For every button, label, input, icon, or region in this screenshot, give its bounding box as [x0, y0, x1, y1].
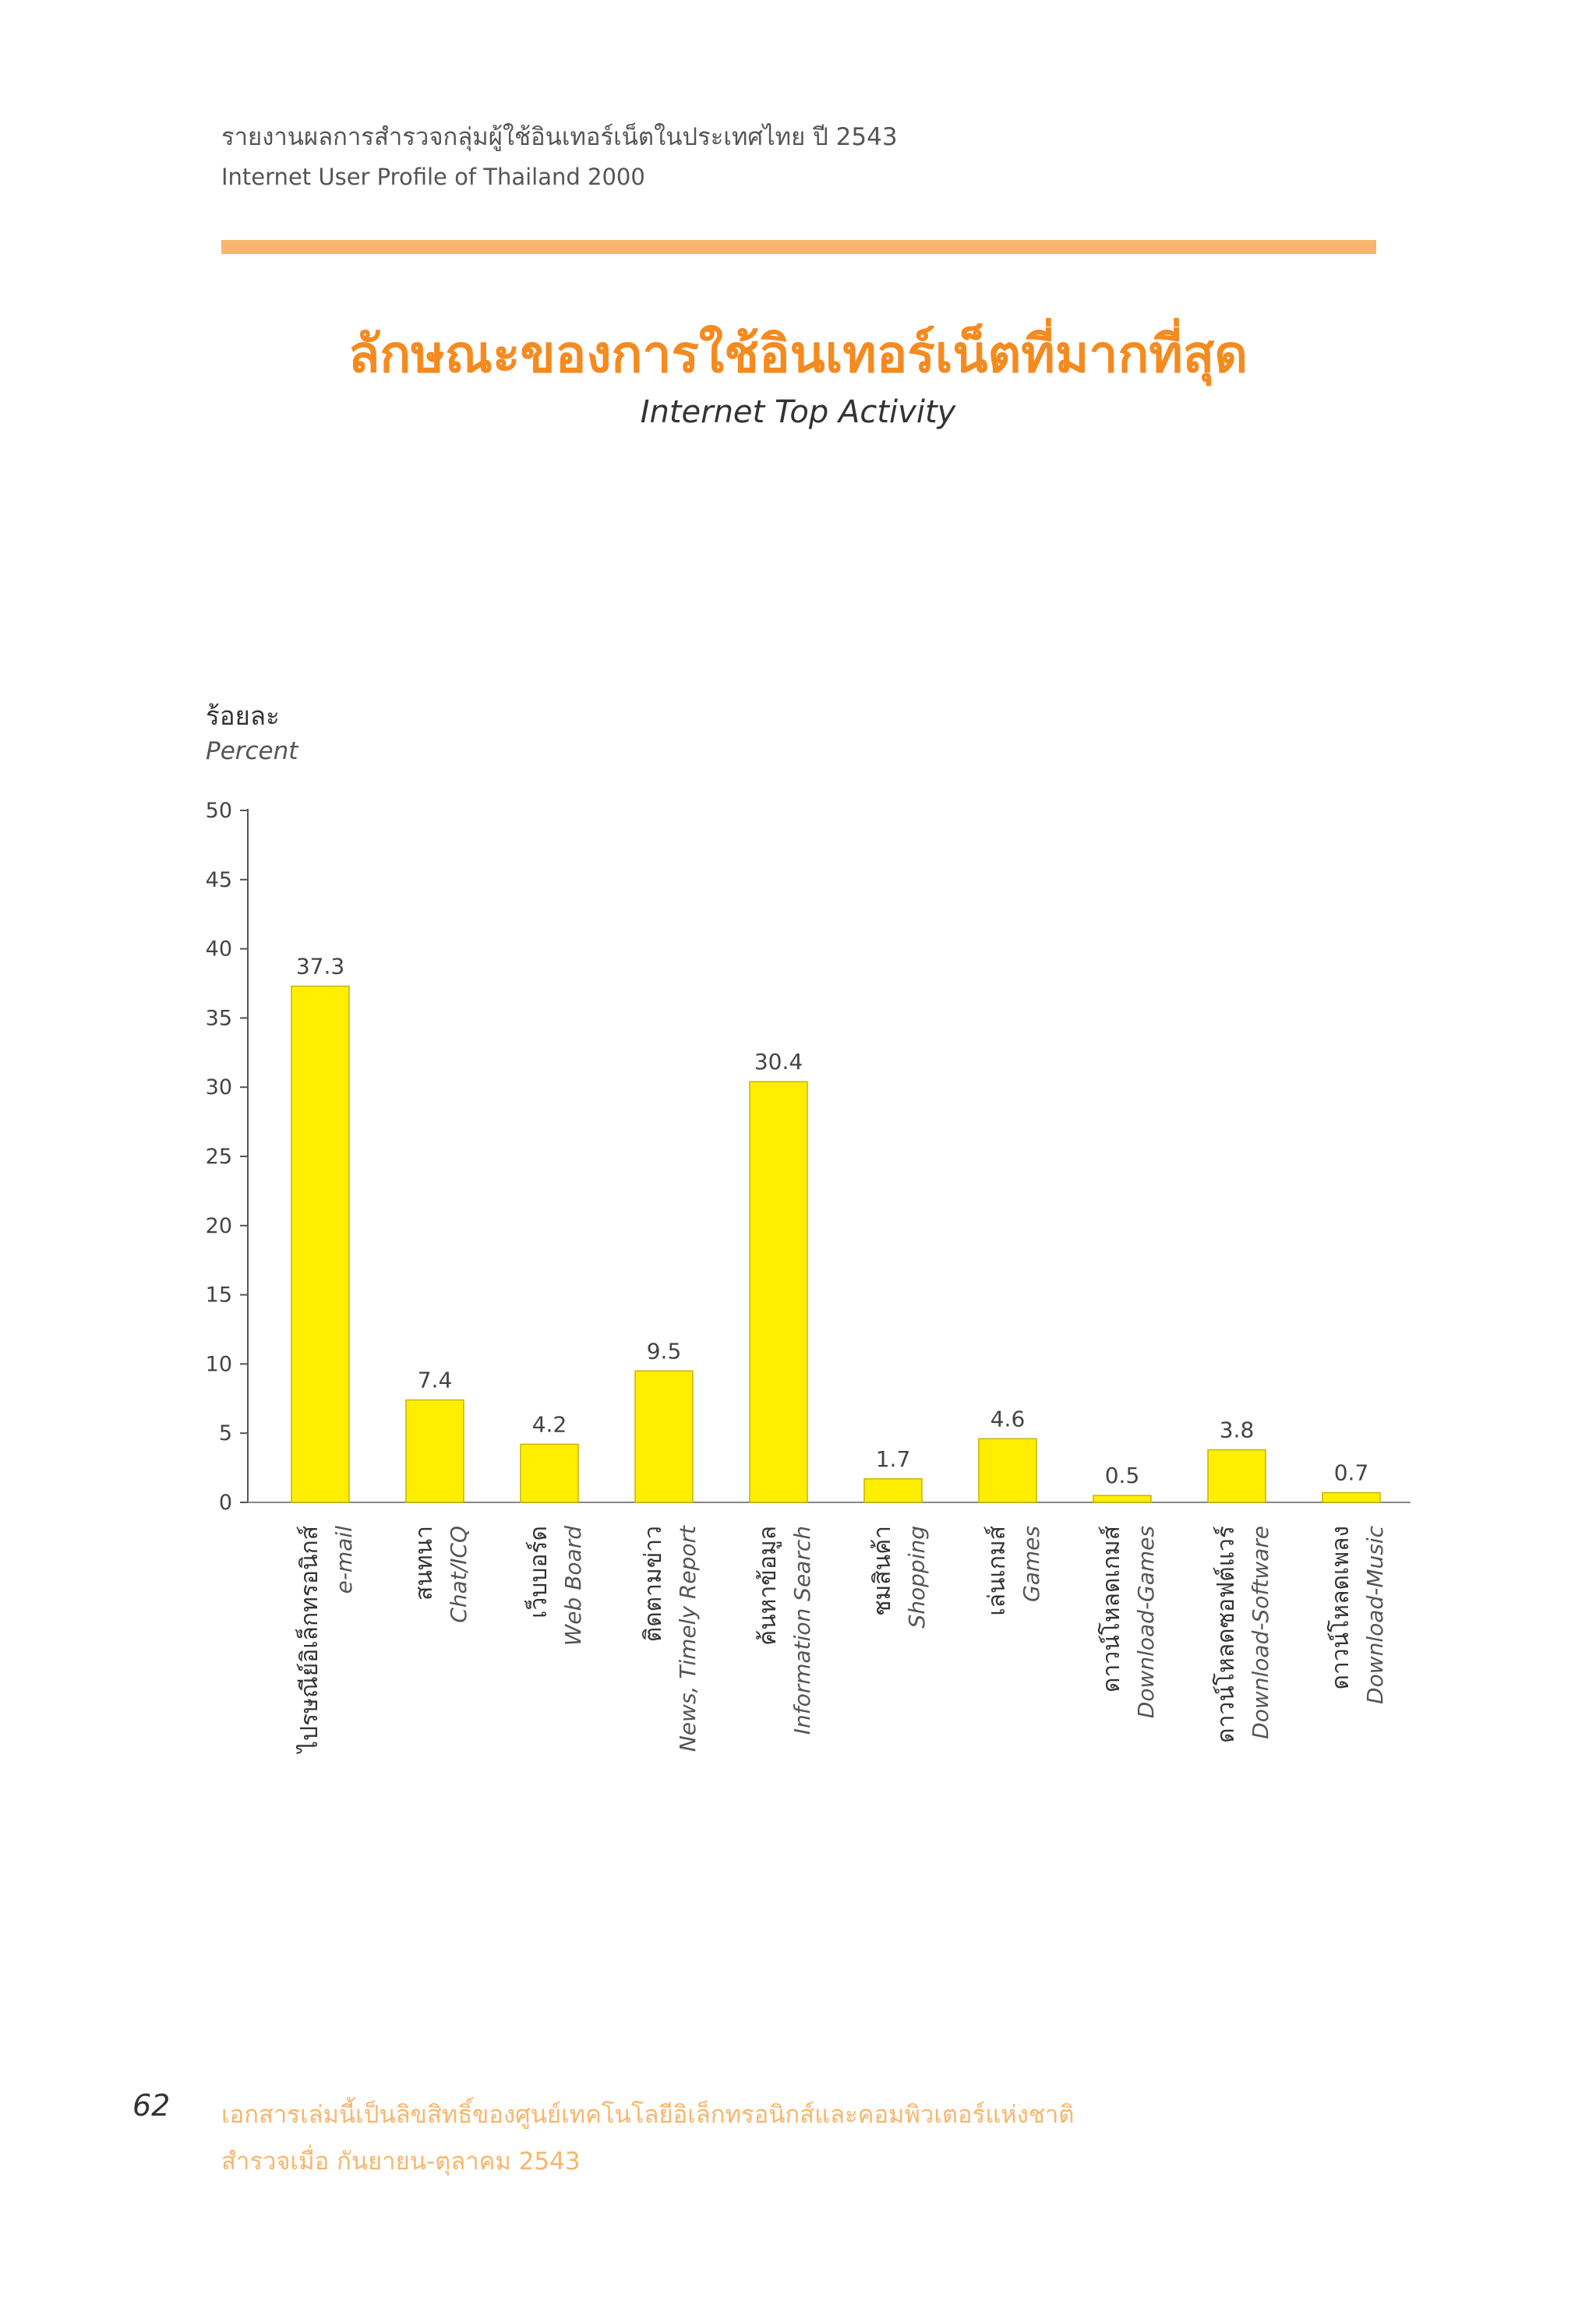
bar: [863, 1478, 923, 1503]
x-category-label-thai: เล่นเกมส์: [983, 1526, 1011, 1616]
data-label: 37.3: [296, 954, 344, 980]
y-axis-label-english: Percent: [206, 737, 298, 765]
data-label: 4.2: [532, 1411, 567, 1437]
header-title-english: Internet User Profile of Thailand 2000: [221, 164, 645, 190]
x-category-label-thai: สนทนา: [411, 1526, 438, 1601]
y-tick-label: 0: [219, 1491, 232, 1515]
y-tick-label: 30: [206, 1075, 232, 1100]
x-category-label-thai: ค้นหาข้อมูล: [754, 1526, 782, 1646]
y-axis-label-thai: ร้อยละ: [206, 701, 280, 731]
x-category-label-english: Web Board: [560, 1526, 586, 1647]
y-tick-label: 10: [206, 1352, 232, 1376]
x-category-label-english: Download-Software: [1248, 1526, 1273, 1739]
y-tick-label: 50: [206, 799, 232, 823]
bar: [291, 985, 350, 1503]
footer-survey-date: สำรวจเมื่อ กันยายน-ตุลาคม 2543: [221, 2148, 581, 2176]
footer-copyright: เอกสารเล่มนี้เป็นลิขสิทธิ์ของศูนย์เทคโนโ…: [221, 2101, 1075, 2129]
bar: [405, 1399, 464, 1503]
x-category-label-english: Download-Games: [1133, 1526, 1159, 1718]
y-tick-label: 35: [206, 1006, 232, 1030]
bar: [634, 1370, 694, 1503]
x-category-label-english: Shopping: [904, 1526, 930, 1629]
bar: [749, 1081, 808, 1503]
page-number: 62: [132, 2088, 171, 2123]
data-label: 3.8: [1220, 1417, 1255, 1443]
x-category-label-english: News, Timely Report: [675, 1525, 701, 1752]
y-tick-label: 25: [206, 1145, 232, 1169]
x-category-label-thai: ดาวน์โหลดเพลง: [1326, 1526, 1354, 1690]
bar: [978, 1438, 1037, 1503]
data-label: 0.5: [1105, 1463, 1140, 1488]
y-tick-label: 20: [206, 1214, 232, 1238]
x-category-label-thai: ดาวน์โหลดซอฟต์แวร์: [1212, 1526, 1240, 1743]
x-category-label-english: e-mail: [331, 1526, 357, 1594]
data-label: 1.7: [876, 1446, 911, 1472]
x-category-label-english: Games: [1019, 1526, 1044, 1602]
bar: [1093, 1495, 1152, 1503]
y-tick-label: 45: [206, 868, 232, 892]
data-label: 7.4: [418, 1368, 453, 1393]
data-label: 9.5: [647, 1338, 682, 1364]
header-divider: [221, 240, 1376, 254]
bar: [1322, 1491, 1381, 1503]
y-tick-label: 40: [206, 937, 232, 962]
chart-title-thai: ลักษณะของการใช้อินเทอร์เน็ตที่มากที่สุด: [348, 324, 1248, 384]
data-label: 0.7: [1334, 1460, 1369, 1486]
x-category-label-english: Information Search: [789, 1526, 815, 1735]
x-category-label-thai: เว็บบอร์ด: [524, 1526, 553, 1618]
x-category-label-english: Chat/ICQ: [446, 1526, 471, 1623]
y-tick-label: 15: [206, 1283, 232, 1308]
bar: [1207, 1449, 1266, 1503]
x-category-label-thai: ติดตามข่าว: [640, 1526, 667, 1642]
chart-title-english: Internet Top Activity: [640, 394, 956, 430]
x-category-label-english: Download-Music: [1362, 1525, 1388, 1704]
data-label: 4.6: [990, 1406, 1026, 1431]
x-category-label-thai: ไปรษณีย์อิเล็กทรอนิกส์: [295, 1526, 323, 1754]
header-title-thai: รายงานผลการสำรวจกลุ่มผู้ใช้อินเทอร์เน็ตใ…: [221, 123, 898, 151]
bar: [520, 1443, 579, 1503]
x-category-label-thai: ชมสินค้า: [869, 1526, 896, 1616]
x-category-label-thai: ดาวน์โหลดเกมส์: [1097, 1526, 1125, 1693]
y-tick-label: 5: [219, 1421, 232, 1445]
data-label: 30.4: [754, 1049, 803, 1075]
